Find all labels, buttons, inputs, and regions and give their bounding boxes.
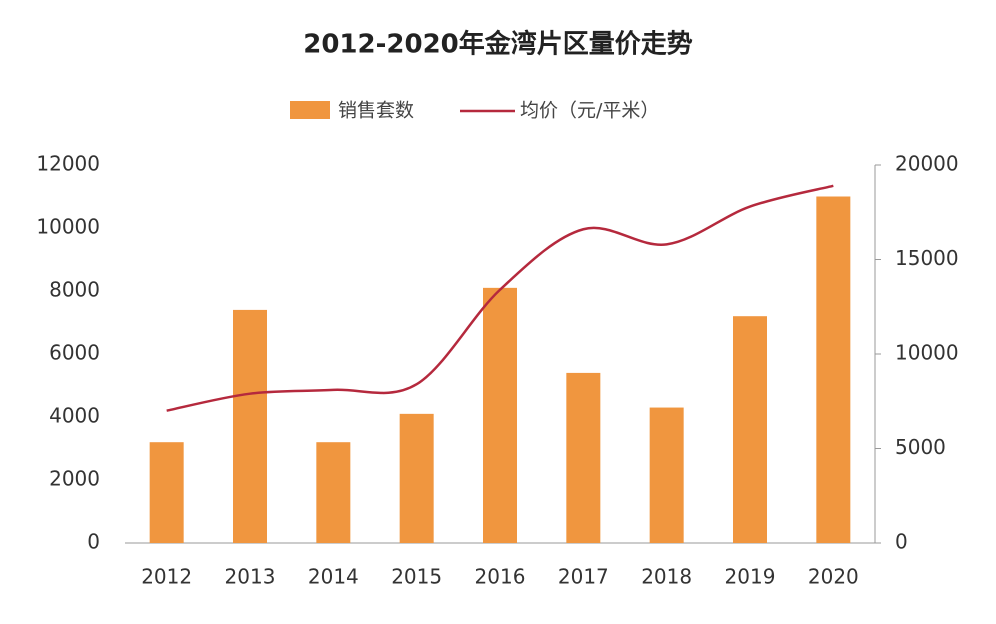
bar xyxy=(649,407,684,543)
y-tick-label: 6000 xyxy=(49,341,100,365)
bar xyxy=(483,287,517,543)
y2-tick-label: 10000 xyxy=(895,341,959,365)
legend-label: 销售套数 xyxy=(338,100,414,122)
y2-tick-label: 20000 xyxy=(895,152,959,176)
x-tick-label: 2018 xyxy=(641,565,692,589)
x-tick-label: 2012 xyxy=(141,565,192,589)
line xyxy=(166,184,834,412)
bar xyxy=(233,309,267,543)
x-tick-label: 2016 xyxy=(475,565,526,589)
x-tick-label: 2013 xyxy=(225,565,276,589)
y2-tick-label: 15000 xyxy=(895,246,959,270)
x-tick-label: 2015 xyxy=(391,565,442,589)
bar xyxy=(316,442,351,543)
bar xyxy=(816,196,851,543)
x-tick-label: 2017 xyxy=(558,565,609,589)
bar xyxy=(399,413,434,543)
x-tick-label: 2014 xyxy=(308,565,359,589)
y2-tick-label: 5000 xyxy=(895,435,946,459)
y-tick-label: 10000 xyxy=(36,215,100,239)
y-tick-label: 8000 xyxy=(49,278,100,302)
bar xyxy=(566,372,601,543)
bar xyxy=(149,442,184,543)
y2-tick-label: 0 xyxy=(895,530,908,554)
x-tick-label: 2019 xyxy=(725,565,776,589)
y-tick-label: 4000 xyxy=(49,404,100,428)
y-tick-label: 2000 xyxy=(49,467,100,491)
legend-label: 均价（元/平米） xyxy=(520,100,659,122)
x-tick-label: 2020 xyxy=(808,565,859,589)
y-tick-label: 0 xyxy=(87,530,100,554)
bar xyxy=(733,316,767,543)
legend-swatch xyxy=(290,101,330,119)
y-tick-label: 12000 xyxy=(36,152,100,176)
chart-title: 2012-2020年金湾片区量价走势 xyxy=(303,29,693,60)
